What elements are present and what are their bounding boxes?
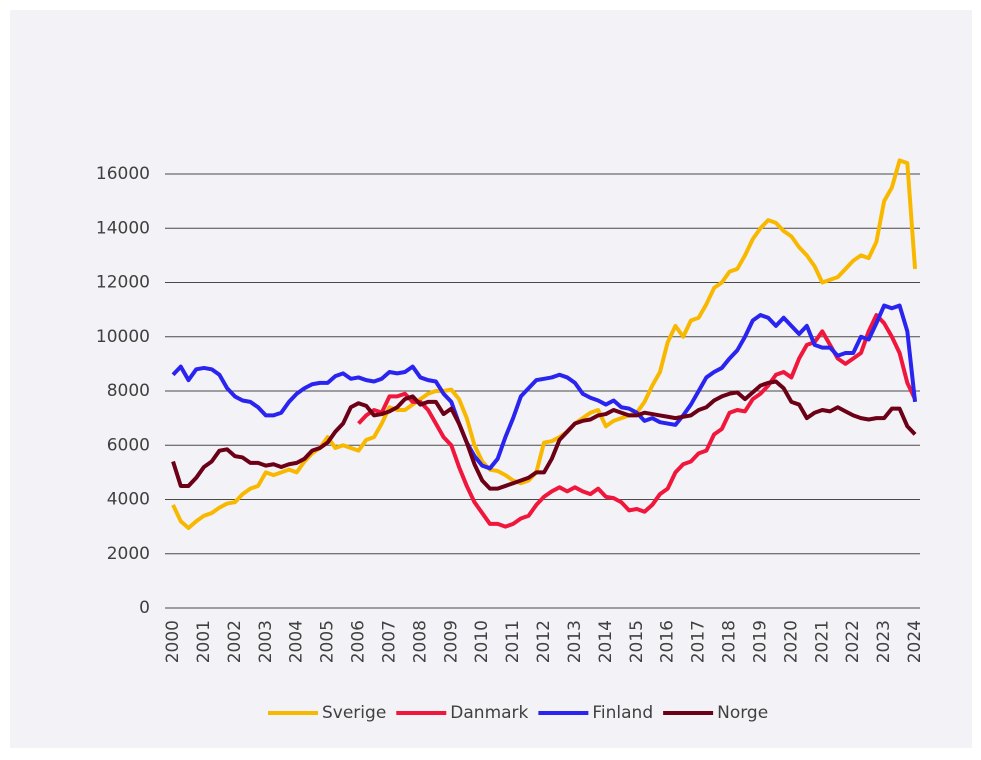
legend-label: Danmark — [450, 703, 528, 723]
y-tick-label: 4000 — [107, 490, 150, 510]
x-tick-label: 2010 — [472, 620, 492, 663]
y-tick-label: 6000 — [107, 435, 150, 455]
x-tick-label: 2017 — [689, 620, 709, 663]
series-line — [357, 313, 917, 529]
y-tick-label: 8000 — [107, 381, 150, 401]
y-tick-label: 0 — [139, 598, 150, 618]
x-tick-label: 2023 — [874, 620, 894, 663]
x-tick-label: 2024 — [905, 620, 925, 663]
legend-label: Norge — [717, 703, 768, 723]
x-tick-label: 2016 — [658, 620, 678, 663]
x-tick-label: 2011 — [503, 620, 523, 663]
x-tick-label: 2015 — [627, 620, 647, 663]
x-tick-label: 2007 — [379, 620, 399, 663]
x-tick-label: 2021 — [812, 620, 832, 663]
x-tick-label: 2004 — [287, 620, 307, 663]
series-line — [171, 379, 917, 491]
legend-label: Finland — [592, 703, 653, 723]
series-line — [171, 158, 918, 530]
x-tick-label: 2014 — [596, 620, 616, 663]
legend-label: Sverige — [322, 703, 386, 723]
x-tick-label: 2008 — [410, 620, 430, 663]
x-tick-label: 2018 — [720, 620, 740, 663]
x-tick-label: 2002 — [225, 620, 245, 663]
chart-background — [10, 10, 972, 748]
x-tick-label: 2003 — [256, 620, 276, 663]
x-tick-label: 2020 — [781, 620, 801, 663]
x-tick-label: 2000 — [163, 620, 183, 663]
x-tick-label: 2022 — [843, 620, 863, 663]
y-tick-label: 12000 — [96, 273, 150, 293]
x-tick-label: 2005 — [318, 620, 338, 663]
y-tick-label: 10000 — [96, 327, 150, 347]
series-line — [171, 303, 918, 471]
x-tick-label: 2019 — [750, 620, 770, 663]
x-tick-label: 2001 — [194, 620, 214, 663]
y-tick-label: 14000 — [96, 218, 150, 238]
y-tick-label: 2000 — [107, 544, 150, 564]
x-tick-label: 2012 — [534, 620, 554, 663]
y-tick-label: 16000 — [96, 164, 150, 184]
x-tick-label: 2009 — [441, 620, 461, 663]
x-tick-label: 2006 — [349, 620, 369, 663]
x-tick-label: 2013 — [565, 620, 585, 663]
